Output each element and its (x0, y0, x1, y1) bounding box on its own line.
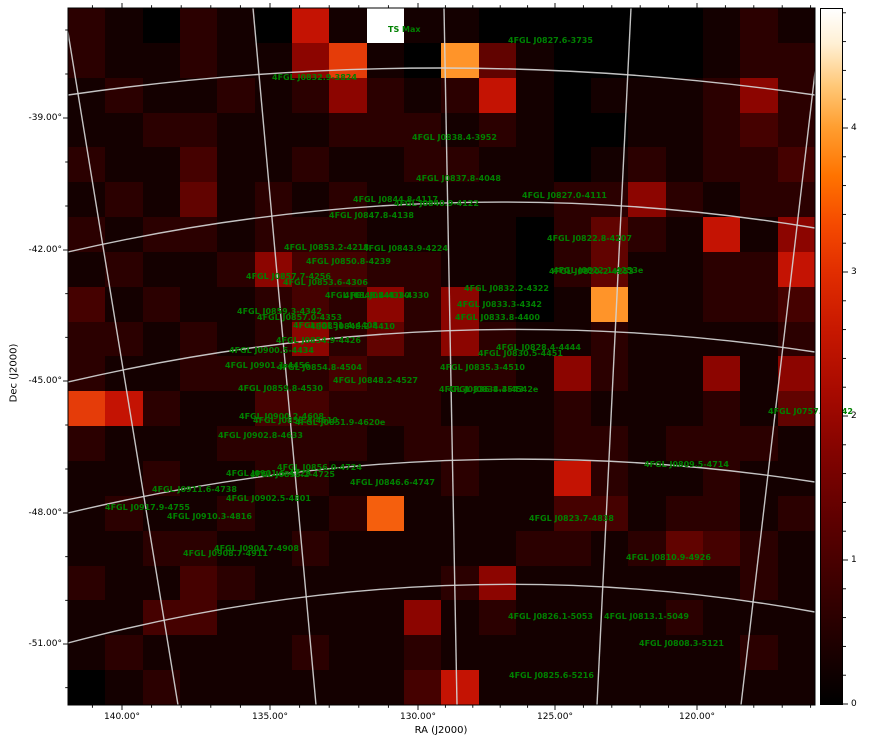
source-label: 4FGL J0854.9-4426 (276, 336, 361, 345)
source-label: 4FGL J0854.8-4504 (277, 363, 362, 372)
x-tick-label: 125.00° (537, 712, 573, 722)
source-label: 4FGL J0917.9-4755 (105, 503, 190, 512)
source-label: 4FGL J0846.6-4747 (350, 478, 435, 487)
source-label: 4FGL J0826.1-5053 (508, 612, 593, 621)
source-label: 4FGL J0840.9-4122 (394, 199, 479, 208)
source-label: 4FGL J0835.3-4510 (440, 363, 525, 372)
colorbar-tick-label: 4 (851, 123, 857, 133)
colorbar-tick-label: 3 (851, 267, 857, 277)
source-label: 4FGL J0813.1-5049 (604, 612, 689, 621)
colorbar (820, 8, 843, 705)
source-label: 4FGL J0902.8-4633 (218, 431, 303, 440)
source-label: 4FGL J0832.2-4322 (464, 284, 549, 293)
y-tick-label: -51.00° (28, 639, 62, 649)
source-label: 4FGL J0855.2-4725 (250, 470, 335, 479)
y-tick-label: -39.00° (28, 113, 62, 123)
x-tick-label: 135.00° (252, 712, 288, 722)
source-label: 4FGL J0834.3-4542e (448, 385, 539, 394)
y-tick-label: -45.00° (28, 376, 62, 386)
source-label: 4FGL J0825.6-5216 (509, 671, 594, 680)
y-tick-label: -42.00° (28, 245, 62, 255)
source-label: 4FGL J0851.9-4620e (295, 418, 386, 427)
ts-max-marker-label: TS Max (388, 25, 421, 34)
source-label: 4FGL J0900.5-4434 (229, 346, 314, 355)
source-label: 4FGL J0838.4-3952 (412, 133, 497, 142)
source-label: 4FGL J0833.3-4342 (457, 300, 542, 309)
source-label: 4FGL J0832.9-3824 (272, 73, 357, 82)
source-label: 4FGL J0908.7-4911 (183, 549, 268, 558)
source-label: 4FGL J0853.6-4306 (283, 278, 368, 287)
source-label: 4FGL J0843.9-4224 (363, 244, 448, 253)
source-label: 4FGL J0844.1-4330 (344, 291, 429, 300)
source-label: 4FGL J0910.3-4816 (167, 512, 252, 521)
source-label: 4FGL J0827.0-4111 (522, 191, 607, 200)
source-label: 4FGL J0809.5-4714 (644, 460, 729, 469)
x-axis-title: RA (J2000) (414, 725, 468, 736)
source-label: 4FGL J0902.5-4801 (226, 494, 311, 503)
source-label: 4FGL J0853.2-4218 (284, 243, 369, 252)
source-label: 4FGL J0822.1-4253e (553, 266, 644, 275)
source-label: 4FGL J0911.6-4738 (152, 485, 237, 494)
x-tick-label: 140.00° (104, 712, 140, 722)
source-label: 4FGL J0822.8-4207 (547, 234, 632, 243)
source-label: 4FGL J0847.8-4138 (329, 211, 414, 220)
y-tick-label: -48.00° (28, 508, 62, 518)
source-label: 4FGL J0808.3-5121 (639, 639, 724, 648)
source-label: 4FGL J0823.7-4838 (529, 514, 614, 523)
source-label: 4FGL J0859.8-4530 (238, 384, 323, 393)
source-label: 4FGL J0837.8-4048 (416, 174, 501, 183)
x-tick-label: 130.00° (400, 712, 436, 722)
source-label: 4FGL J0850.8-4239 (306, 257, 391, 266)
source-label: 4FGL J0833.8-4400 (455, 313, 540, 322)
source-label: 4FGL J0827.6-3735 (508, 36, 593, 45)
source-label: 4FGL J0848.2-4410 (310, 322, 395, 331)
source-label: 4FGL J0848.2-4527 (333, 376, 418, 385)
colorbar-tick-label: 0 (851, 699, 857, 709)
colorbar-tick-label: 1 (851, 555, 857, 565)
x-tick-label: 120.00° (679, 712, 715, 722)
source-label: 4FGL J0810.9-4926 (626, 553, 711, 562)
colorbar-tick-label: 2 (851, 411, 857, 421)
source-label: 4FGL J0830.5-4451 (478, 349, 563, 358)
